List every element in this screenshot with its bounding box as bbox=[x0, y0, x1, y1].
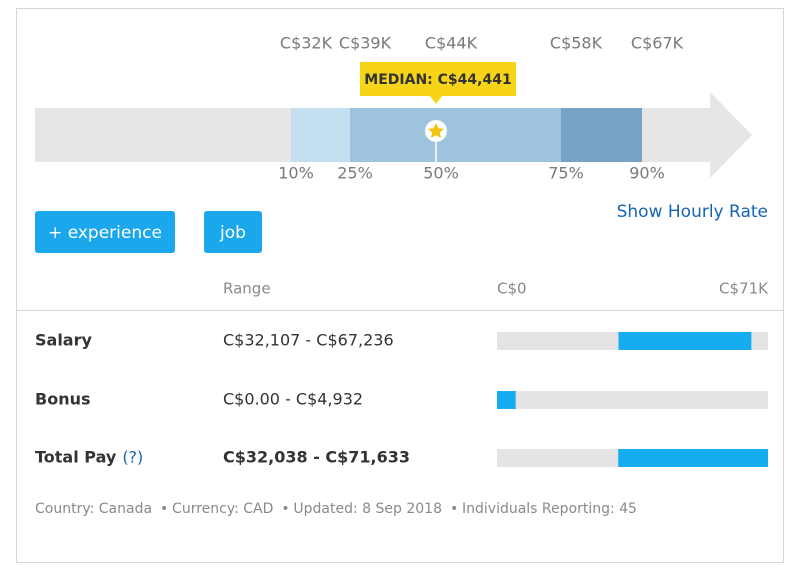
separator: • bbox=[450, 501, 458, 517]
band-75-90 bbox=[561, 108, 642, 162]
row-label: Salary bbox=[35, 331, 92, 350]
salary-tick-label: C$44K bbox=[425, 34, 478, 53]
range-bar bbox=[618, 332, 752, 350]
button-label[interactable]: + experience bbox=[48, 223, 162, 243]
range-bar bbox=[497, 391, 516, 409]
row-range: C$32,038 - C$71,633 bbox=[223, 448, 410, 467]
job-button[interactable]: job bbox=[204, 211, 262, 253]
band-25-75 bbox=[350, 108, 561, 162]
scale-max-label: C$71K bbox=[719, 280, 769, 298]
salary-tick-label: C$32K bbox=[280, 34, 333, 53]
experience-button[interactable]: + experience bbox=[35, 211, 175, 253]
row-label: Total Pay bbox=[35, 448, 117, 467]
button-label[interactable]: job bbox=[219, 223, 246, 243]
percentile-label: 25% bbox=[337, 164, 373, 183]
help-marker[interactable]: (?) bbox=[122, 448, 143, 467]
row-label: Bonus bbox=[35, 390, 91, 409]
percentile-label: 50% bbox=[423, 164, 459, 183]
row-range: C$32,107 - C$67,236 bbox=[223, 331, 394, 350]
salary-tick-label: C$58K bbox=[550, 34, 603, 53]
hourly-rate-link[interactable]: Show Hourly Rate bbox=[617, 202, 768, 222]
range-track bbox=[497, 391, 768, 409]
separator: • bbox=[281, 501, 289, 517]
footer-item: Individuals Reporting: 45 bbox=[462, 501, 637, 517]
percentile-label: 90% bbox=[629, 164, 665, 183]
row-range: C$0.00 - C$4,932 bbox=[223, 390, 363, 409]
footer-item: Currency: CAD bbox=[172, 501, 273, 517]
scale-min-label: C$0 bbox=[497, 280, 527, 298]
salary-tick-label: C$67K bbox=[631, 34, 684, 53]
card bbox=[16, 8, 784, 563]
median-star bbox=[428, 123, 444, 138]
percentile-label: 10% bbox=[278, 164, 314, 183]
median-tooltip bbox=[360, 62, 516, 96]
median-label: MEDIAN: C$44,441 bbox=[364, 72, 511, 88]
range-bar bbox=[618, 449, 768, 467]
band-10-25 bbox=[291, 108, 350, 162]
footer-item: Country: Canada bbox=[35, 501, 152, 517]
footer-item: Updated: 8 Sep 2018 bbox=[293, 501, 442, 517]
percentile-label: 75% bbox=[548, 164, 584, 183]
separator: • bbox=[160, 501, 168, 517]
salary-tick-label: C$39K bbox=[339, 34, 392, 53]
tooltip-pointer bbox=[430, 96, 442, 104]
range-header: Range bbox=[223, 280, 271, 298]
